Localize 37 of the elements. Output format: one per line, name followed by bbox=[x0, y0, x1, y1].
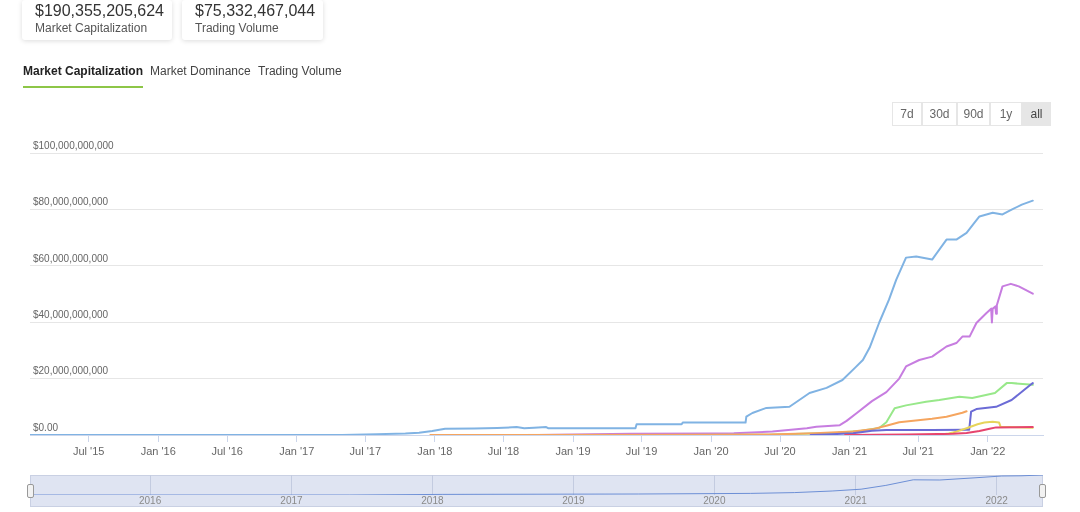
y-tick-label: $20,000,000,000 bbox=[33, 365, 109, 377]
x-tick-label: 2018 bbox=[421, 494, 444, 506]
x-tick-label: Jul '18 bbox=[487, 444, 520, 457]
time-range-button: all bbox=[1022, 102, 1051, 126]
time-range-button: 30d bbox=[922, 102, 957, 126]
x-tick-label: 2017 bbox=[280, 494, 304, 506]
x-tick-label: 2022 bbox=[985, 494, 1009, 506]
x-tick-label: Jan '16 bbox=[140, 444, 176, 457]
x-tick-label: Jul '15 bbox=[72, 444, 105, 457]
tab-label: Market Dominance bbox=[150, 64, 251, 78]
y-tick-label: $100,000,000,000 bbox=[33, 139, 115, 151]
tab-label: Trading Volume bbox=[258, 64, 342, 78]
x-tick-label: Jan '22 bbox=[970, 444, 1006, 457]
x-tick-label: Jan '19 bbox=[555, 444, 591, 457]
stat-card: $190,355,205,624 Market Capitalization bbox=[22, 0, 172, 40]
x-tick-label: 2016 bbox=[138, 494, 162, 506]
x-tick-label: Jan '21 bbox=[832, 444, 868, 457]
stat-card: $75,332,467,044 Trading Volume bbox=[182, 0, 323, 40]
y-tick-label: $60,000,000,000 bbox=[33, 252, 109, 264]
x-tick-label: 2021 bbox=[844, 494, 868, 506]
x-tick-label: Jul '19 bbox=[625, 444, 658, 457]
x-tick-label: Jan '20 bbox=[693, 444, 729, 457]
y-tick-label: $0.00 bbox=[33, 421, 59, 433]
time-range-button: 7d bbox=[892, 102, 922, 126]
tab-label: Market Capitalization bbox=[23, 64, 144, 78]
x-tick-label: 2019 bbox=[562, 494, 585, 506]
time-range-button: 1y bbox=[990, 102, 1022, 126]
x-tick-label: Jan '18 bbox=[417, 444, 453, 457]
x-tick-label: Jan '17 bbox=[279, 444, 315, 457]
x-tick-label: Jul '21 bbox=[902, 444, 934, 457]
x-tick-label: Jul '16 bbox=[211, 444, 243, 457]
y-tick-label: $40,000,000,000 bbox=[33, 308, 109, 320]
x-tick-label: Jul '20 bbox=[764, 444, 796, 457]
time-range-button: 90d bbox=[957, 102, 990, 126]
y-tick-label: $80,000,000,000 bbox=[33, 196, 109, 208]
x-tick-label: 2020 bbox=[703, 494, 726, 506]
x-tick-label: Jul '17 bbox=[349, 444, 381, 457]
